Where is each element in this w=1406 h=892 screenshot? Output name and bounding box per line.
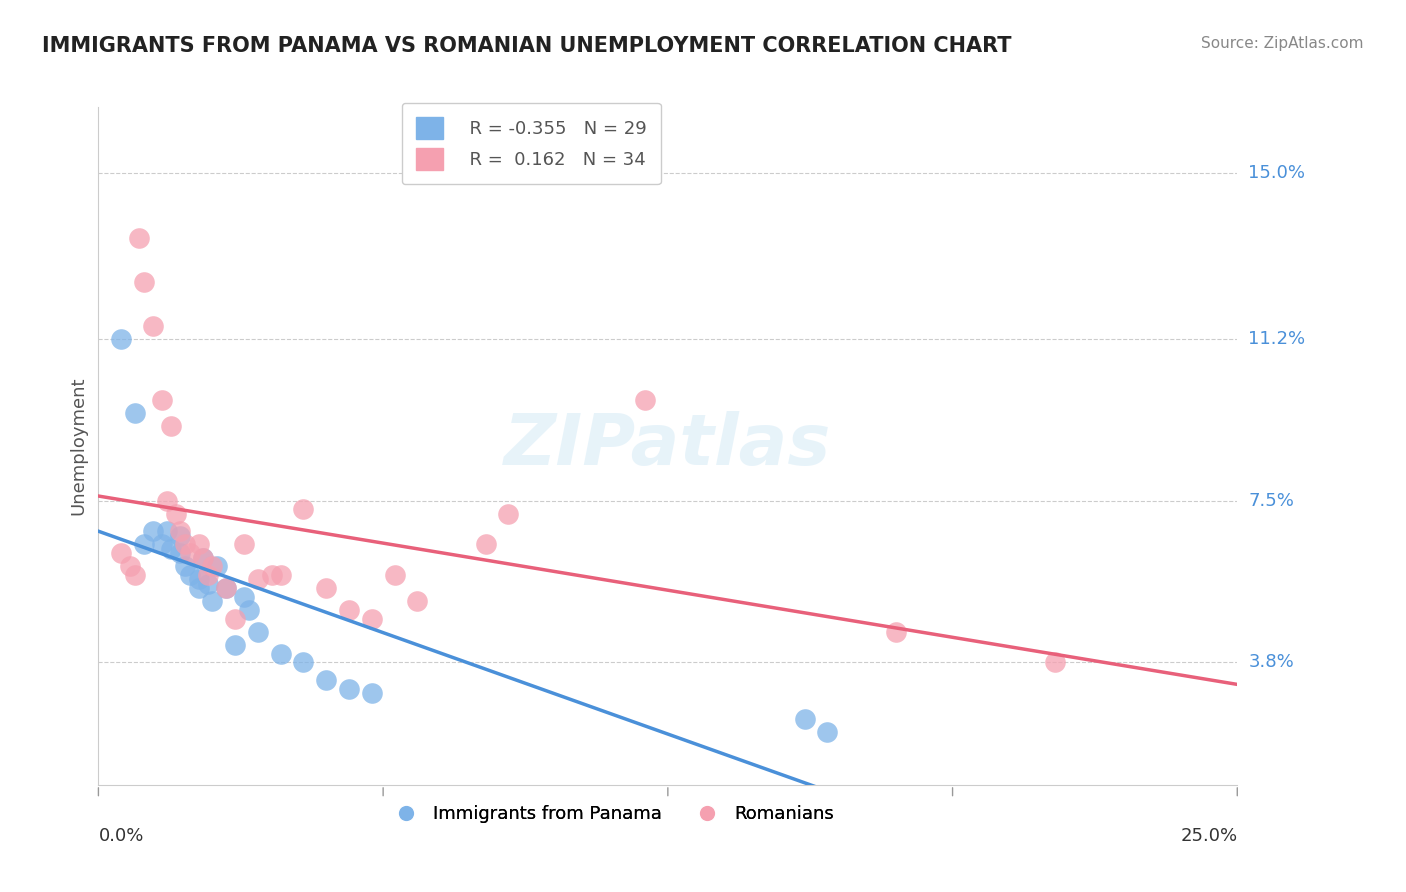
Point — [169, 524, 191, 539]
Point — [238, 603, 260, 617]
Point — [120, 559, 142, 574]
Point — [142, 318, 165, 333]
Point — [205, 559, 228, 574]
Point — [142, 524, 165, 539]
Point — [337, 681, 360, 696]
Point — [150, 393, 173, 408]
Point — [110, 332, 132, 346]
Point — [160, 419, 183, 434]
Point — [150, 537, 173, 551]
Text: Source: ZipAtlas.com: Source: ZipAtlas.com — [1201, 36, 1364, 51]
Point — [193, 550, 215, 565]
Point — [884, 624, 907, 639]
Point — [224, 638, 246, 652]
Text: 0.0%: 0.0% — [98, 827, 143, 845]
Point — [201, 594, 224, 608]
Point — [292, 656, 315, 670]
Point — [360, 686, 382, 700]
Point — [315, 673, 337, 687]
Point — [233, 590, 256, 604]
Point — [815, 725, 838, 739]
Point — [179, 568, 201, 582]
Point — [224, 612, 246, 626]
Point — [246, 573, 269, 587]
Point — [179, 546, 201, 560]
Point — [156, 524, 179, 539]
Point — [498, 507, 520, 521]
Point — [187, 581, 209, 595]
Point — [201, 559, 224, 574]
Point — [187, 573, 209, 587]
Point — [197, 568, 219, 582]
Text: ZIPatlas: ZIPatlas — [505, 411, 831, 481]
Text: 11.2%: 11.2% — [1249, 330, 1306, 348]
Point — [124, 406, 146, 420]
Text: 25.0%: 25.0% — [1180, 827, 1237, 845]
Point — [187, 537, 209, 551]
Point — [270, 647, 292, 661]
Point — [246, 624, 269, 639]
Point — [132, 275, 155, 289]
Point — [292, 502, 315, 516]
Point — [169, 546, 191, 560]
Point — [474, 537, 496, 551]
Text: IMMIGRANTS FROM PANAMA VS ROMANIAN UNEMPLOYMENT CORRELATION CHART: IMMIGRANTS FROM PANAMA VS ROMANIAN UNEMP… — [42, 36, 1012, 55]
Text: 15.0%: 15.0% — [1249, 163, 1305, 182]
Y-axis label: Unemployment: Unemployment — [69, 376, 87, 516]
Point — [160, 541, 183, 556]
Point — [634, 393, 657, 408]
Point — [215, 581, 238, 595]
Point — [406, 594, 429, 608]
Point — [233, 537, 256, 551]
Point — [110, 546, 132, 560]
Point — [315, 581, 337, 595]
Point — [793, 712, 815, 726]
Point — [270, 568, 292, 582]
Point — [193, 550, 215, 565]
Point — [124, 568, 146, 582]
Point — [174, 537, 197, 551]
Point — [128, 231, 150, 245]
Point — [360, 612, 382, 626]
Point — [260, 568, 283, 582]
Point — [165, 507, 187, 521]
Point — [132, 537, 155, 551]
Point — [197, 576, 219, 591]
Point — [169, 529, 191, 543]
Point — [384, 568, 406, 582]
Point — [174, 559, 197, 574]
Text: 3.8%: 3.8% — [1249, 654, 1294, 672]
Legend: Immigrants from Panama, Romanians: Immigrants from Panama, Romanians — [381, 797, 841, 830]
Point — [1043, 656, 1066, 670]
Point — [337, 603, 360, 617]
Point — [215, 581, 238, 595]
Text: 7.5%: 7.5% — [1249, 491, 1295, 509]
Point — [156, 493, 179, 508]
